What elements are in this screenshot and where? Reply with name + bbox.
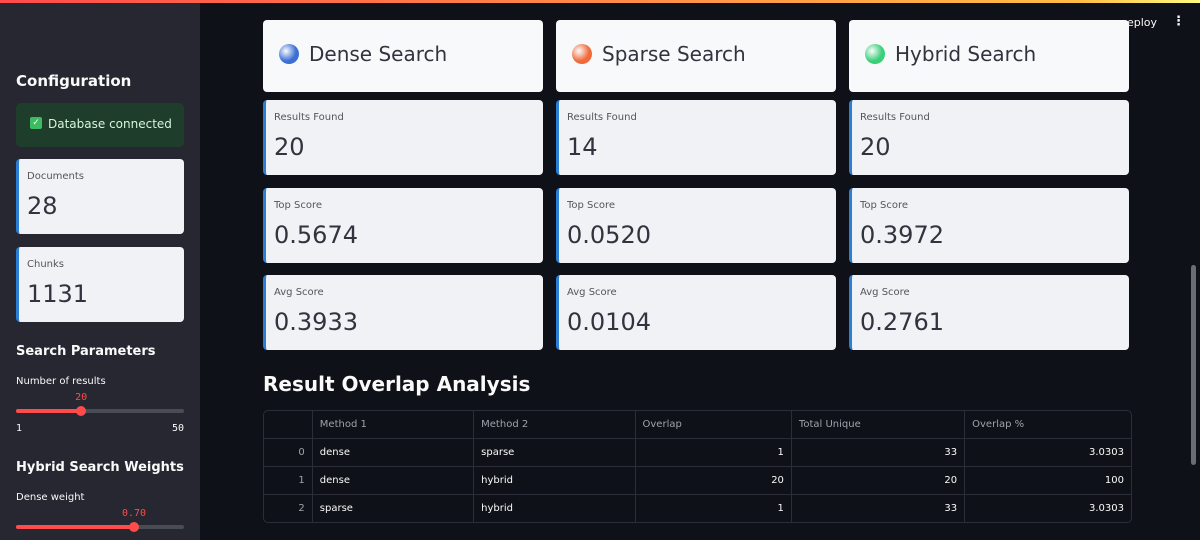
scrollbar[interactable] bbox=[1191, 265, 1196, 465]
metric-card: Top Score 0.0520 bbox=[556, 187, 836, 263]
header-cell: Overlap % bbox=[964, 411, 1131, 439]
metric-label: Top Score bbox=[274, 199, 323, 211]
table-cell: sparse bbox=[311, 494, 475, 522]
sidebar-title: Configuration bbox=[16, 72, 132, 90]
table-cell: dense bbox=[311, 438, 475, 467]
header-cell: Method 1 bbox=[311, 411, 475, 439]
header-cell: Total Unique bbox=[790, 411, 966, 439]
metric-value: 1131 bbox=[27, 280, 89, 308]
table-cell: 1 bbox=[634, 438, 792, 467]
metric-label: Chunks bbox=[27, 259, 64, 270]
table: Method 1 Method 2 Overlap Total Unique Overl… bbox=[264, 411, 1131, 522]
metric-value: 0.2761 bbox=[860, 308, 944, 336]
metric-value: 0.0104 bbox=[567, 308, 651, 336]
table-cell: 3.0303 bbox=[964, 494, 1131, 522]
metric-label: Top Score bbox=[860, 199, 909, 211]
section-heading: Result Overlap Analysis bbox=[263, 372, 531, 396]
metric-value: 0.3933 bbox=[274, 308, 358, 336]
method-header: Hybrid Search bbox=[849, 20, 1129, 92]
method-name: Hybrid Search bbox=[895, 42, 1037, 66]
metric-label: Results Found bbox=[274, 112, 344, 123]
table-cell: 3.0303 bbox=[964, 438, 1131, 467]
slider-label: Number of results bbox=[16, 376, 106, 387]
slider-fill bbox=[16, 409, 82, 413]
method-name: Dense Search bbox=[309, 42, 448, 66]
method-name: Sparse Search bbox=[602, 42, 746, 66]
header-row: Method 1 Method 2 Overlap Total Unique Overl… bbox=[264, 411, 1131, 439]
table-cell: 33 bbox=[790, 494, 966, 522]
slider-value: 0.70 bbox=[121, 508, 147, 519]
table-cell: hybrid bbox=[473, 494, 636, 522]
check-icon: ✓ bbox=[30, 117, 42, 129]
header-cell bbox=[264, 411, 313, 439]
metric-label: Avg Score bbox=[274, 287, 324, 298]
row-index: 1 bbox=[264, 466, 313, 495]
metric-card: Avg Score 0.3933 bbox=[263, 275, 543, 350]
metric-label: Top Score bbox=[567, 199, 616, 211]
method-header: Dense Search bbox=[263, 20, 543, 92]
status-text: Database connected bbox=[48, 117, 172, 131]
metric-value: 20 bbox=[860, 133, 891, 161]
slider-fill bbox=[16, 525, 134, 529]
table-row: 2 sparse hybrid 1 33 3.0303 bbox=[264, 494, 1131, 522]
menu-button[interactable]: ⋮ bbox=[1172, 14, 1185, 29]
status-box: ✓ Database connected bbox=[16, 103, 184, 147]
section-title: Hybrid Search Weights bbox=[16, 460, 184, 475]
slider-label: Dense weight bbox=[16, 492, 85, 503]
table-cell: 100 bbox=[964, 466, 1131, 495]
metric-value: 0.5674 bbox=[274, 220, 358, 249]
table-cell: hybrid bbox=[473, 466, 636, 495]
metric-value: 28 bbox=[27, 192, 58, 220]
method-icon bbox=[865, 44, 885, 64]
table-row: 1 dense hybrid 20 20 100 bbox=[264, 466, 1131, 495]
table-cell: 33 bbox=[790, 438, 966, 467]
metric-card: Results Found 20 bbox=[849, 100, 1129, 175]
table-cell: sparse bbox=[473, 438, 636, 467]
slider-max: 50 bbox=[171, 423, 184, 434]
metric-card: Avg Score 0.0104 bbox=[556, 275, 836, 350]
sidebar-metric: Chunks 1131 bbox=[16, 247, 184, 322]
row-index: 2 bbox=[264, 494, 313, 522]
metric-label: Results Found bbox=[567, 112, 637, 123]
table-cell: 20 bbox=[790, 466, 966, 495]
metric-value: 0.3972 bbox=[860, 220, 944, 249]
slider-thumb[interactable] bbox=[76, 406, 87, 416]
row-index: 0 bbox=[264, 438, 313, 467]
slider-track[interactable] bbox=[16, 409, 184, 413]
method-icon bbox=[572, 44, 592, 64]
data-table: Method 1 Method 2 Overlap Total Unique Overl… bbox=[263, 410, 1132, 523]
header-cell: Method 2 bbox=[473, 411, 636, 439]
table-cell: dense bbox=[311, 466, 475, 495]
method-icon bbox=[279, 44, 299, 64]
metric-card: Results Found 14 bbox=[556, 100, 836, 175]
section-title: Search Parameters bbox=[16, 344, 156, 359]
header-cell: Overlap bbox=[634, 411, 792, 439]
metric-value: 0.0520 bbox=[567, 220, 651, 249]
table-row: 0 dense sparse 1 33 3.0303 bbox=[264, 438, 1131, 467]
slider-value: 20 bbox=[75, 392, 88, 403]
slider-thumb[interactable] bbox=[129, 522, 139, 532]
metric-value: 14 bbox=[567, 133, 598, 161]
metric-card: Avg Score 0.2761 bbox=[849, 275, 1129, 350]
metric-card: Results Found 20 bbox=[263, 100, 543, 175]
metric-value: 20 bbox=[274, 133, 305, 161]
metric-label: Results Found bbox=[860, 112, 930, 123]
table-cell: 20 bbox=[634, 466, 792, 495]
table-cell: 1 bbox=[634, 494, 792, 522]
sidebar-metric: Documents 28 bbox=[16, 159, 184, 234]
metric-label: Documents bbox=[27, 171, 85, 182]
top-decoration bbox=[0, 0, 1200, 3]
metric-card: Top Score 0.5674 bbox=[263, 187, 543, 263]
slider-min: 1 bbox=[16, 423, 23, 434]
metric-label: Avg Score bbox=[567, 287, 617, 298]
metric-label: Avg Score bbox=[860, 287, 910, 298]
method-header: Sparse Search bbox=[556, 20, 836, 92]
deploy-button[interactable]: eploy bbox=[1127, 16, 1158, 29]
metric-card: Top Score 0.3972 bbox=[849, 187, 1129, 263]
